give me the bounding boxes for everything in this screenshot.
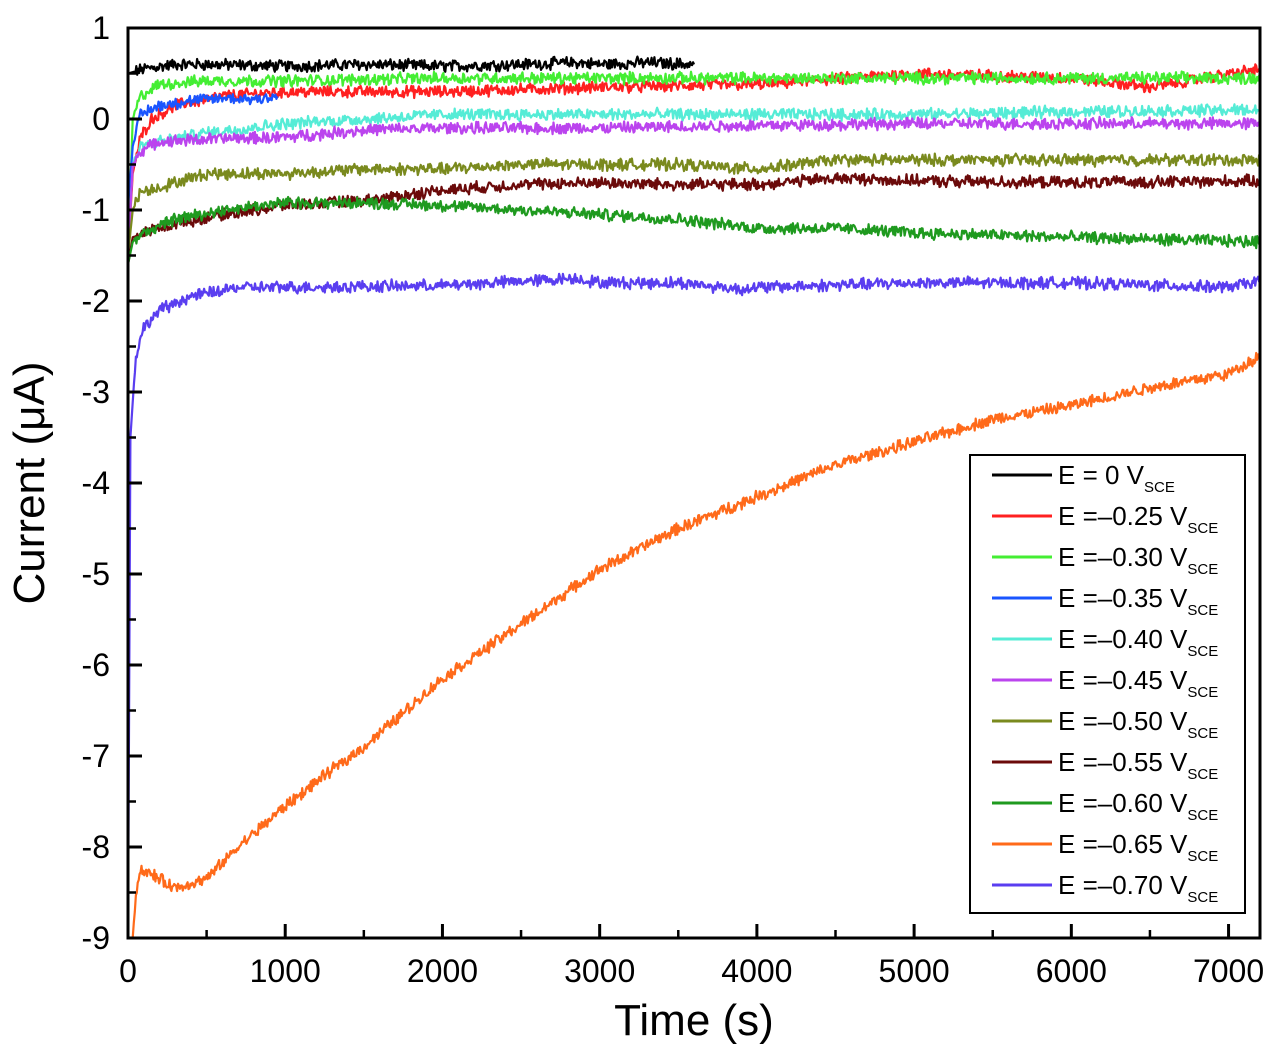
y-tick-label: -9 [82,920,110,956]
x-axis-title: Time (s) [614,996,774,1045]
y-axis-title: Current (μA) [5,362,54,605]
y-tick-label: -7 [82,738,110,774]
x-tick-label: 6000 [1036,953,1107,989]
y-tick-label: -5 [82,556,110,592]
y-tick-label: -3 [82,374,110,410]
y-tick-label: -6 [82,647,110,683]
series-line-10 [126,272,1261,939]
x-tick-label: 2000 [407,953,478,989]
series-line-0 [127,55,696,76]
series-line-6 [126,152,1262,256]
x-tick-label: 0 [119,953,137,989]
series-line-3 [126,93,279,211]
series-line-9 [131,351,1261,939]
y-tick-label: -1 [82,192,110,228]
y-tick-label: -8 [82,829,110,865]
x-tick-label: 4000 [721,953,792,989]
legend-box [969,454,1246,914]
plot-series-group [126,55,1262,939]
axis-ticks-group: 0 1000 2000 3000 4000 5000 6000 7000 1 0 -1 -2 -3 -4 -… [82,10,1265,989]
y-tick-label: 0 [92,101,110,137]
y-tick-label: -4 [82,465,110,501]
series-line-8 [126,195,1262,265]
x-tick-label: 3000 [564,953,635,989]
y-tick-label: -2 [82,283,110,319]
x-tick-label: 1000 [250,953,321,989]
series-line-2 [126,70,1262,256]
x-tick-label: 7000 [1193,953,1264,989]
series-line-1 [126,63,1261,256]
series-line-5 [126,115,1262,256]
y-tick-label: 1 [92,10,110,46]
x-tick-label: 5000 [879,953,950,989]
series-line-4 [126,103,1261,256]
